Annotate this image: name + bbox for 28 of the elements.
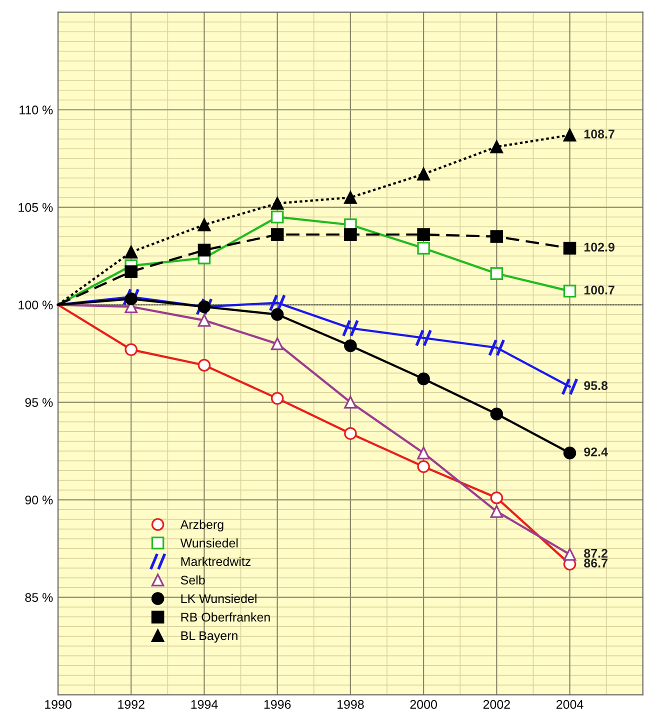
y-tick-label: 105 %: [18, 203, 53, 212]
x-tick-label: 1990: [45, 700, 72, 709]
x-tick-label: 1998: [338, 700, 364, 709]
y-tick-label: 90 %: [25, 496, 53, 504]
y-tick-label: 100 %: [18, 300, 53, 310]
y-tick-label: 110 %: [20, 106, 53, 114]
x-tick-label: 1996: [264, 700, 291, 709]
data-label: 87.2: [584, 548, 608, 558]
data-label: 95.8: [584, 381, 608, 390]
y-tick-label: 85 %: [25, 593, 53, 602]
x-tick-label: 1992: [118, 700, 144, 709]
legend-label: Selb: [180, 575, 205, 585]
legend-label: Wunsiedel: [180, 538, 238, 548]
legend-label: Marktredwitz: [181, 556, 251, 566]
legend-label: BL Bayern: [181, 631, 238, 643]
legend-label: LK Wunsiedel: [181, 594, 256, 604]
data-label: 108.7: [584, 130, 614, 138]
data-label: 92.4: [584, 447, 608, 456]
data-label: 100.7: [584, 286, 614, 294]
data-label: 102.9: [584, 242, 614, 252]
legend-label: Arzberg: [180, 520, 224, 532]
data-label: 86.7: [584, 558, 608, 568]
y-tick-label: 95 %: [25, 398, 53, 407]
legend-label: RB Oberfranken: [181, 612, 270, 622]
x-tick-label: 2000: [410, 700, 437, 709]
x-tick-label: 1994: [191, 700, 218, 709]
x-tick-label: 2002: [483, 700, 510, 709]
x-tick-label: 2004: [556, 700, 584, 709]
